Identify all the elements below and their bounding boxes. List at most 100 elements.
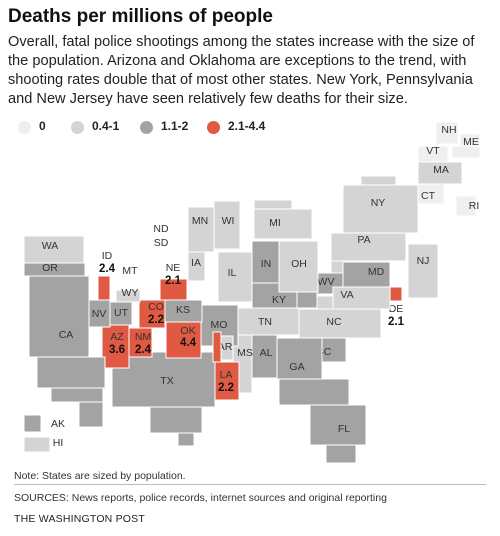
state-ks: KS [164,299,203,323]
state-nc: NC [298,308,382,339]
state-vt: VT [417,145,449,163]
state-sd: SD [154,237,169,249]
divider [14,484,486,485]
state-tile [360,175,397,186]
state-label: IL [228,267,237,279]
state-tile [253,208,313,240]
state-de: DE2.1 [388,286,405,328]
state-tile [278,240,319,293]
state-tile [253,199,293,210]
state-tile [309,404,367,446]
state-tile [296,291,318,309]
state-mt: MT [122,265,138,277]
state-tile [217,251,253,303]
state-tile [212,331,222,363]
state-wa: WA [23,235,85,264]
state-label: MN [192,215,208,227]
state-label: NJ [417,255,430,267]
state-tile [389,286,403,302]
state-tile [251,240,280,284]
legend-swatch [71,121,84,134]
state-ia: IA [187,251,206,282]
state-tn: TN [236,307,300,336]
state-nd: ND [153,223,169,235]
state-wi: WI [213,200,241,250]
state-label: GA [289,361,304,373]
state-label: OH [291,258,307,270]
state-label: OK [180,325,195,337]
legend-label: 0 [39,119,46,133]
state-tile [115,289,141,303]
state-label: IN [261,258,272,270]
state-label: VA [340,289,353,301]
state-label: FL [338,423,350,435]
state-label: WY [122,287,139,299]
state-label: WA [42,240,59,252]
state-tile [455,195,477,217]
state-ca: CA [28,275,106,428]
state-tile [211,361,240,401]
state-tile [78,401,104,428]
chart-title: Deaths per millions of people [8,6,273,27]
state-il: IL [217,251,253,303]
state-nh: NH [435,121,459,145]
state-label: VT [426,145,440,157]
legend-swatch [207,121,220,134]
state-id: ID2.4 [97,250,116,301]
state-label: AK [51,418,65,430]
state-tile [187,251,206,282]
state-tile [213,200,241,250]
state-ny: NY [342,175,419,234]
legend-swatch [140,121,153,134]
state-label: ND [153,223,169,235]
state-md: MD [342,261,391,288]
state-label: PA [357,234,370,246]
state-label: DE [389,303,404,315]
state-label: NY [371,197,386,209]
credit: THE WASHINGTON POST [14,513,145,525]
state-tile [50,387,104,403]
state-tile [342,261,391,288]
state-label: IA [191,257,201,269]
state-label: TN [258,316,272,328]
legend-label: 0.4-1 [92,119,120,133]
state-tile [435,121,459,145]
state-label: AZ [110,331,124,343]
state-label: HI [53,437,64,449]
state-tile [342,184,419,234]
state-value: 2.4 [99,263,116,275]
state-label: MS [237,347,253,359]
state-me: ME [451,133,481,159]
state-label: KY [272,294,286,306]
state-label: AL [260,347,273,359]
state-tile [330,232,407,262]
state-label: MA [433,164,449,176]
state-value: 2.1 [388,316,405,328]
state-label: NM [135,331,151,343]
state-label: UT [114,307,129,319]
state-label: TX [160,375,173,387]
state-label: MD [368,266,385,278]
state-or: OR [23,262,86,277]
state-nv: NV [88,299,111,328]
legend-label: 2.1-4.4 [228,119,266,133]
state-ri: RI [455,195,479,217]
state-label: LA [220,369,233,381]
state-tile [187,206,215,253]
state-label: WV [318,276,335,288]
state-la: LA2.2 [211,361,240,401]
state-nm: NM2.4 [128,327,153,358]
state-value: 2.4 [135,344,152,356]
state-ct: CT [417,183,445,205]
state-fl: FL [278,378,367,464]
state-al: AL [251,334,278,379]
state-co: CO2.2 [138,299,166,329]
state-tile [23,235,85,264]
state-label: OR [42,262,58,274]
state-label: NC [326,316,342,328]
note: Note: States are sized by population. [14,470,186,482]
state-label: ME [463,136,479,148]
state-ut: UT [109,301,133,326]
